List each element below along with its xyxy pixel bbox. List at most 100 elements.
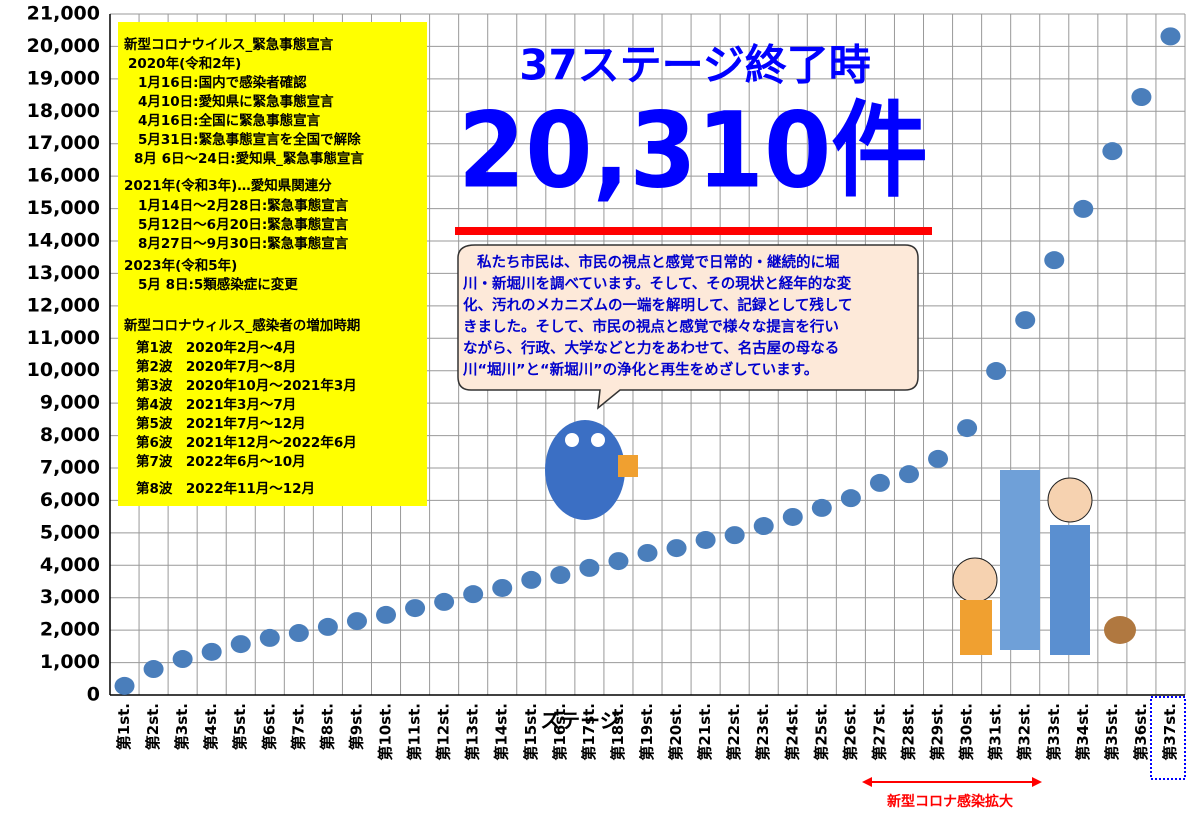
x-tick-label: 第28st. bbox=[899, 703, 917, 761]
note-line: 2023年(令和5年) bbox=[124, 257, 237, 274]
dot bbox=[230, 635, 251, 654]
y-tick-label: 8,000 bbox=[40, 424, 100, 446]
x-tick-label: 第20st. bbox=[667, 703, 685, 761]
y-tick-label: 9,000 bbox=[40, 392, 100, 414]
dot bbox=[898, 465, 919, 484]
x-tick-label: 第3st. bbox=[173, 703, 191, 750]
x-tick-label: 第14st. bbox=[493, 703, 511, 761]
y-tick-label: 0 bbox=[87, 684, 100, 706]
note-line: 8月27日～9月30日:緊急事態宣言 bbox=[138, 235, 349, 252]
x-tick-label: 第23st. bbox=[754, 703, 772, 761]
dot bbox=[172, 650, 193, 669]
dot bbox=[434, 592, 455, 611]
dot bbox=[376, 605, 397, 624]
note-line: 8月 6日～24日:愛知県_緊急事態宣言 bbox=[134, 150, 364, 167]
x-tick-label: 第11st. bbox=[406, 703, 424, 761]
y-tick-label: 16,000 bbox=[27, 165, 100, 187]
total: 20,310件 bbox=[458, 89, 928, 211]
headline: 37ステージ終了時 bbox=[519, 41, 871, 90]
x-tick-label: 第34st. bbox=[1074, 703, 1092, 761]
x-tick-label: 第29st. bbox=[929, 703, 947, 761]
x-tick-label: 第27st. bbox=[870, 703, 888, 761]
dot bbox=[1160, 27, 1181, 46]
x-tick-label: 第16st. bbox=[551, 703, 569, 761]
dot bbox=[346, 612, 367, 631]
x-axis-label: ステージ bbox=[540, 709, 620, 733]
dot bbox=[550, 566, 571, 585]
y-tick-label: 18,000 bbox=[27, 100, 100, 122]
x-tick-label: 第5st. bbox=[231, 703, 249, 750]
note-line: 第4波 2021年3月～7月 bbox=[136, 396, 296, 413]
note-line: 第7波 2022年6月～10月 bbox=[136, 453, 306, 470]
y-tick-label: 4,000 bbox=[40, 554, 100, 576]
dot bbox=[928, 449, 949, 468]
note-line: 新型コロナウイルス_緊急事態宣言 bbox=[124, 36, 334, 53]
dot bbox=[492, 578, 513, 597]
x-tick-label: 第37st. bbox=[1161, 703, 1179, 761]
annotation: 新型コロナ感染拡大 bbox=[887, 793, 1013, 810]
y-tick-label: 21,000 bbox=[27, 3, 100, 25]
x-tick-label: 第30st. bbox=[958, 703, 976, 761]
x-tick-label: 第17st. bbox=[580, 703, 598, 761]
x-tick-label: 第35st. bbox=[1103, 703, 1121, 761]
x-tick-label: 第13st. bbox=[464, 703, 482, 761]
dot bbox=[782, 507, 803, 526]
dot bbox=[724, 526, 745, 545]
x-tick-label: 第18st. bbox=[609, 703, 627, 761]
note-box bbox=[118, 22, 427, 506]
x-tick-label: 第7st. bbox=[289, 703, 307, 750]
note-line: 5月 8日:5類感染症に変更 bbox=[138, 276, 298, 293]
note-line: 第5波 2021年7月～12月 bbox=[136, 415, 306, 432]
note-line: 第2波 2020年7月～8月 bbox=[136, 358, 296, 375]
dot bbox=[1102, 142, 1123, 161]
dot bbox=[288, 624, 309, 643]
dot bbox=[695, 530, 716, 549]
note-line: 4月16日:全国に緊急事態宣言 bbox=[138, 112, 321, 129]
dot bbox=[753, 517, 774, 536]
dot bbox=[317, 617, 338, 636]
x-tick-label: 第32st. bbox=[1016, 703, 1034, 761]
x-tick-label: 第1st. bbox=[115, 703, 133, 750]
x-tick-label: 第10st. bbox=[377, 703, 395, 761]
y-tick-label: 15,000 bbox=[27, 197, 100, 219]
y-tick-label: 7,000 bbox=[40, 457, 100, 479]
message-line: 川“堀川”と“新堀川”の浄化と再生をめざしています。 bbox=[462, 361, 818, 379]
x-tick-label: 第33st. bbox=[1045, 703, 1063, 761]
dot bbox=[114, 676, 135, 695]
speech-bubble bbox=[457, 244, 919, 410]
x-tick-label: 第12st. bbox=[435, 703, 453, 761]
dot bbox=[957, 419, 978, 438]
x-tick-label: 第9st. bbox=[347, 703, 365, 750]
y-tick-label: 10,000 bbox=[27, 359, 100, 381]
note-line: 5月12日～6月20日:緊急事態宣言 bbox=[138, 216, 349, 233]
message-line: きました。そして、市民の視点と感覚で様々な提言を行い bbox=[463, 318, 839, 336]
dot bbox=[637, 543, 658, 562]
dot bbox=[666, 539, 687, 558]
note-line: 第6波 2021年12月～2022年6月 bbox=[136, 434, 357, 451]
dot bbox=[259, 628, 280, 647]
note-line: 1月14日～2月28日:緊急事態宣言 bbox=[138, 197, 349, 214]
x-tick-label: 第24st. bbox=[783, 703, 801, 761]
note-line: 1月16日:国内で感染者確認 bbox=[138, 74, 307, 91]
y-tick-label: 3,000 bbox=[40, 586, 100, 608]
x-tick-label: 第15st. bbox=[522, 703, 540, 761]
dot bbox=[143, 660, 164, 679]
dot bbox=[201, 642, 222, 661]
note-line: 第3波 2020年10月～2021年3月 bbox=[136, 377, 357, 394]
x-tick-label: 第19st. bbox=[638, 703, 656, 761]
x-tick-label: 第36st. bbox=[1132, 703, 1150, 761]
x-tick-label: 第4st. bbox=[202, 703, 220, 750]
dot bbox=[1044, 251, 1065, 270]
x-tick-label: 第26st. bbox=[841, 703, 859, 761]
y-tick-label: 12,000 bbox=[27, 294, 100, 316]
message-line: 化、汚れのメカニズムの一端を解明して、記録として残して bbox=[463, 296, 852, 314]
x-tick-label: 第22st. bbox=[725, 703, 743, 761]
y-tick-label: 2,000 bbox=[40, 619, 100, 641]
x-tick-label: 第6st. bbox=[260, 703, 278, 750]
y-tick-label: 5,000 bbox=[40, 521, 100, 543]
highlight-box bbox=[1150, 696, 1186, 780]
y-tick-label: 1,000 bbox=[40, 651, 100, 673]
y-tick-label: 14,000 bbox=[27, 230, 100, 252]
dot bbox=[608, 552, 629, 571]
dot bbox=[840, 489, 861, 508]
